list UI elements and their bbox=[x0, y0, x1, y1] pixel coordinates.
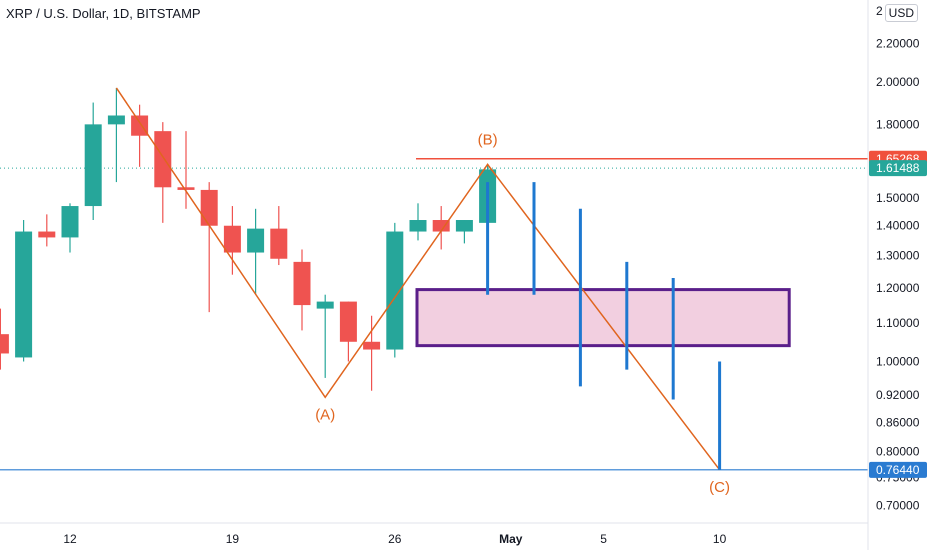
price-tick-label: 1.40000 bbox=[876, 219, 920, 233]
wave-label: (A) bbox=[315, 406, 335, 423]
candle-body bbox=[131, 115, 149, 136]
price-badge bbox=[869, 160, 927, 177]
time-tick-label: May bbox=[499, 532, 523, 546]
candle-body bbox=[223, 225, 241, 253]
wave-label: (C) bbox=[709, 479, 730, 496]
candle-body bbox=[409, 220, 427, 232]
candle-body bbox=[339, 301, 357, 342]
candle-body bbox=[316, 301, 334, 309]
candle-body bbox=[61, 206, 79, 238]
candle-body bbox=[455, 220, 473, 232]
wave-label: (B) bbox=[478, 131, 498, 148]
candle-body bbox=[247, 228, 265, 253]
price-tick-label: 1.50000 bbox=[876, 191, 920, 205]
candle-body bbox=[15, 231, 33, 358]
price-tick-label: 2.20000 bbox=[876, 36, 920, 50]
time-tick-label: 5 bbox=[600, 532, 607, 546]
currency-button[interactable]: USD bbox=[884, 4, 918, 22]
candle-body bbox=[270, 228, 288, 259]
time-axis[interactable]: 12 19 26 May 5 10 bbox=[63, 532, 726, 546]
candle-body bbox=[363, 341, 381, 350]
wave-line bbox=[115, 87, 721, 471]
price-tick-label: 0.86000 bbox=[876, 415, 920, 429]
wave-layer: (A) (B) (C) bbox=[115, 87, 730, 496]
wave-arrowhead bbox=[483, 163, 493, 171]
candle-body bbox=[84, 124, 102, 207]
price-tick-label: 1.20000 bbox=[876, 281, 920, 295]
price-badge-label: 1.61488 bbox=[876, 161, 920, 175]
price-tick-label: 0.80000 bbox=[876, 444, 920, 458]
price-tick-label: 1.00000 bbox=[876, 354, 920, 368]
price-tick-label: 1.10000 bbox=[876, 316, 920, 330]
candle-body bbox=[432, 220, 450, 232]
price-badge-label: 0.76440 bbox=[876, 463, 920, 477]
candle-body bbox=[38, 231, 56, 238]
time-tick-label: 12 bbox=[63, 532, 77, 546]
candle-body bbox=[0, 334, 9, 354]
candle-body bbox=[107, 115, 125, 125]
level-lines-layer bbox=[0, 158, 868, 471]
candle-body bbox=[200, 189, 218, 226]
price-tick-label: 0.70000 bbox=[876, 498, 920, 512]
time-tick-label: 26 bbox=[388, 532, 402, 546]
price-tick-label: 1.80000 bbox=[876, 117, 920, 131]
price-tick-label: 1.30000 bbox=[876, 249, 920, 263]
price-tick-label: 2 bbox=[876, 4, 883, 18]
projection-layer bbox=[486, 182, 722, 470]
price-badge bbox=[869, 461, 927, 478]
time-tick-label: 19 bbox=[226, 532, 240, 546]
candle-body bbox=[293, 261, 311, 306]
price-tick-label: 0.92000 bbox=[876, 388, 920, 402]
chart-title: XRP / U.S. Dollar, 1D, BITSTAMP bbox=[6, 6, 201, 21]
candle-body bbox=[386, 231, 404, 350]
candle-body bbox=[154, 131, 172, 188]
candles-layer bbox=[0, 87, 497, 391]
candle-body bbox=[177, 187, 195, 190]
price-tick-label: 2.00000 bbox=[876, 75, 920, 89]
time-tick-label: 10 bbox=[713, 532, 727, 546]
